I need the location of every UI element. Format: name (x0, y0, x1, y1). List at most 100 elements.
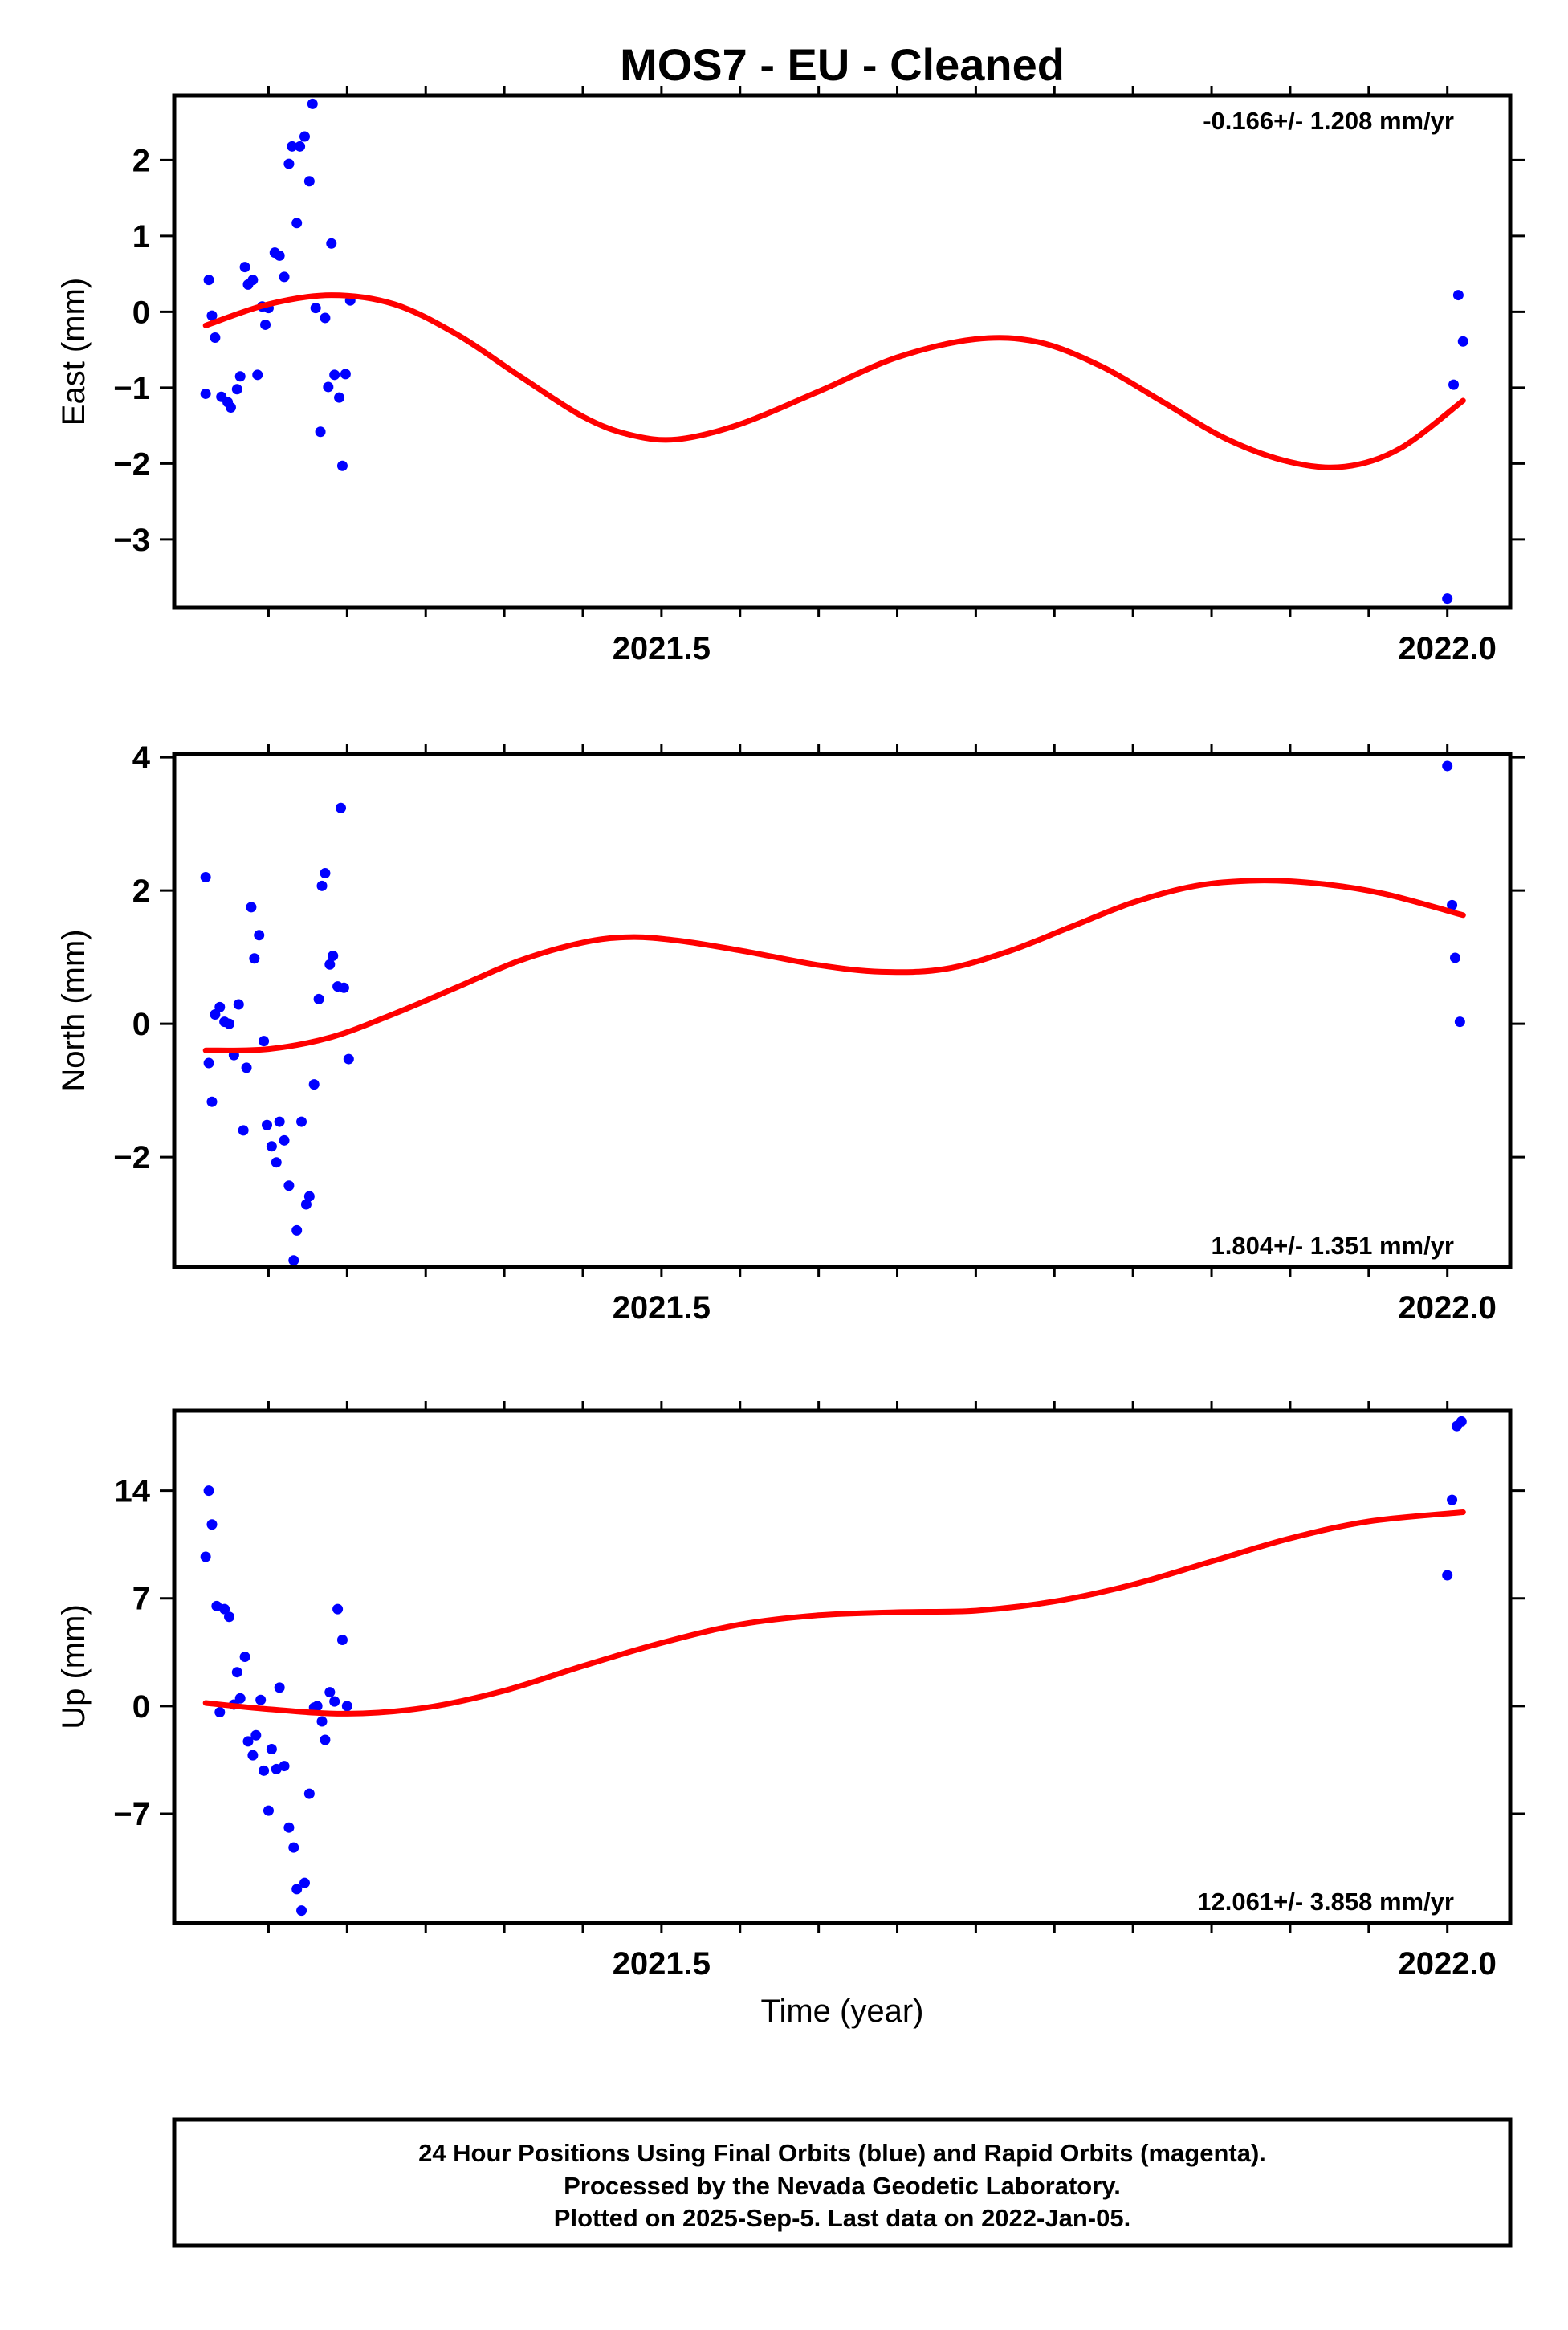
data-point (241, 1062, 252, 1073)
points-north (200, 760, 1465, 1266)
y-tick-label: −3 (113, 523, 150, 558)
data-point (271, 1157, 282, 1168)
data-point (231, 1667, 242, 1678)
data-point (283, 158, 295, 169)
data-point (334, 392, 345, 403)
data-point (315, 426, 326, 438)
data-point (296, 1905, 307, 1917)
velocity-annotation: 12.061+/- 3.858 mm/yr (1197, 1888, 1454, 1916)
trend-line-north (202, 878, 1466, 1053)
y-tick-label: −7 (113, 1797, 150, 1832)
data-point (326, 238, 337, 249)
data-point (1447, 1494, 1458, 1505)
footer-line-1: 24 Hour Positions Using Final Orbits (bl… (418, 2139, 1266, 2167)
data-point (291, 1884, 303, 1895)
velocity-annotation: 1.804+/- 1.351 mm/yr (1212, 1232, 1454, 1260)
data-point (234, 1693, 246, 1704)
y-axis-label: Up (mm) (56, 1604, 92, 1729)
data-point (1457, 336, 1468, 347)
x-tick-label: 2021.5 (613, 1290, 711, 1326)
data-point (329, 1696, 340, 1707)
y-tick-label: 14 (115, 1474, 151, 1509)
data-point (250, 1729, 262, 1741)
data-point (260, 319, 271, 330)
data-point (231, 384, 242, 395)
data-point (303, 176, 315, 187)
data-point (336, 1634, 348, 1645)
y-tick-label: −2 (113, 1140, 150, 1175)
data-point (206, 310, 218, 321)
data-point (320, 1734, 331, 1745)
y-tick-label: 7 (132, 1582, 150, 1617)
data-point (300, 1199, 312, 1210)
data-point (274, 1116, 285, 1127)
data-point (200, 388, 211, 399)
x-tick-label: 2022.0 (1399, 631, 1497, 666)
data-point (291, 1224, 303, 1236)
data-point (203, 1485, 214, 1497)
y-tick-label: 0 (132, 1007, 150, 1042)
data-point (211, 1600, 222, 1611)
data-point (262, 1119, 273, 1130)
data-point (263, 1805, 274, 1816)
data-point (336, 460, 348, 471)
data-point (1456, 1416, 1467, 1427)
data-point (259, 1765, 270, 1776)
data-point (288, 1842, 299, 1853)
panel-north: 2021.5 2022.0 4 2 0 −2 North (mm) 1.804+/- 1.35… (56, 740, 1525, 1326)
data-point (274, 1682, 285, 1693)
data-point (247, 275, 259, 286)
data-point (320, 868, 331, 879)
data-point (247, 1750, 259, 1761)
data-point (323, 381, 334, 393)
data-point (303, 1788, 315, 1799)
data-point (313, 993, 324, 1004)
data-point (266, 1141, 277, 1152)
data-point (219, 1603, 230, 1615)
y-tick-label: 0 (132, 295, 150, 330)
data-point (239, 262, 250, 273)
chart-title: MOS7 - EU - Cleaned (620, 39, 1065, 90)
data-point (200, 872, 211, 883)
data-point (296, 1116, 307, 1127)
data-point (225, 401, 236, 413)
data-point (254, 930, 265, 941)
data-point (328, 950, 339, 961)
data-point (279, 1134, 290, 1146)
data-point (1454, 1016, 1465, 1028)
data-point (283, 1822, 295, 1833)
data-point (279, 271, 290, 283)
y-tick-label: 4 (132, 740, 151, 776)
data-point (295, 141, 306, 152)
data-point (338, 982, 349, 993)
x-tick-label: 2022.0 (1399, 1290, 1497, 1326)
data-point (200, 1551, 211, 1562)
velocity-annotation: -0.166+/- 1.208 mm/yr (1203, 107, 1454, 135)
y-tick-label: 1 (132, 219, 150, 255)
data-point (324, 1687, 336, 1698)
data-point (259, 1036, 270, 1047)
data-point (234, 371, 246, 382)
data-point (316, 880, 328, 891)
data-point (266, 1744, 277, 1755)
data-point (1442, 1570, 1453, 1581)
footer-box: 24 Hour Positions Using Final Orbits (bl… (172, 2117, 1513, 2248)
data-point (238, 1125, 249, 1136)
trend-line-up (202, 1509, 1466, 1717)
data-point (1442, 760, 1453, 772)
panel-up: 2021.5 2022.0 14 7 0 −7 Up (mm) 12.061+/- 3.858… (56, 1401, 1525, 1982)
y-axis-label: East (mm) (56, 278, 92, 426)
data-point (1442, 593, 1453, 605)
data-point (271, 1763, 282, 1774)
data-point (274, 250, 285, 261)
panels: 2021.5 2022.0 2 1 0 −1 −2 −3 East (mm) -0.166+/- … (56, 86, 1525, 1982)
x-tick-label: 2021.5 (613, 1946, 711, 1982)
footer-line-2: Processed by the Nevada Geodetic Laborat… (564, 2172, 1121, 2200)
data-point (1447, 899, 1458, 910)
points-east (200, 98, 1468, 605)
data-point (255, 1694, 267, 1705)
data-point (310, 303, 321, 314)
data-point (279, 1761, 290, 1772)
data-point (283, 1180, 295, 1191)
